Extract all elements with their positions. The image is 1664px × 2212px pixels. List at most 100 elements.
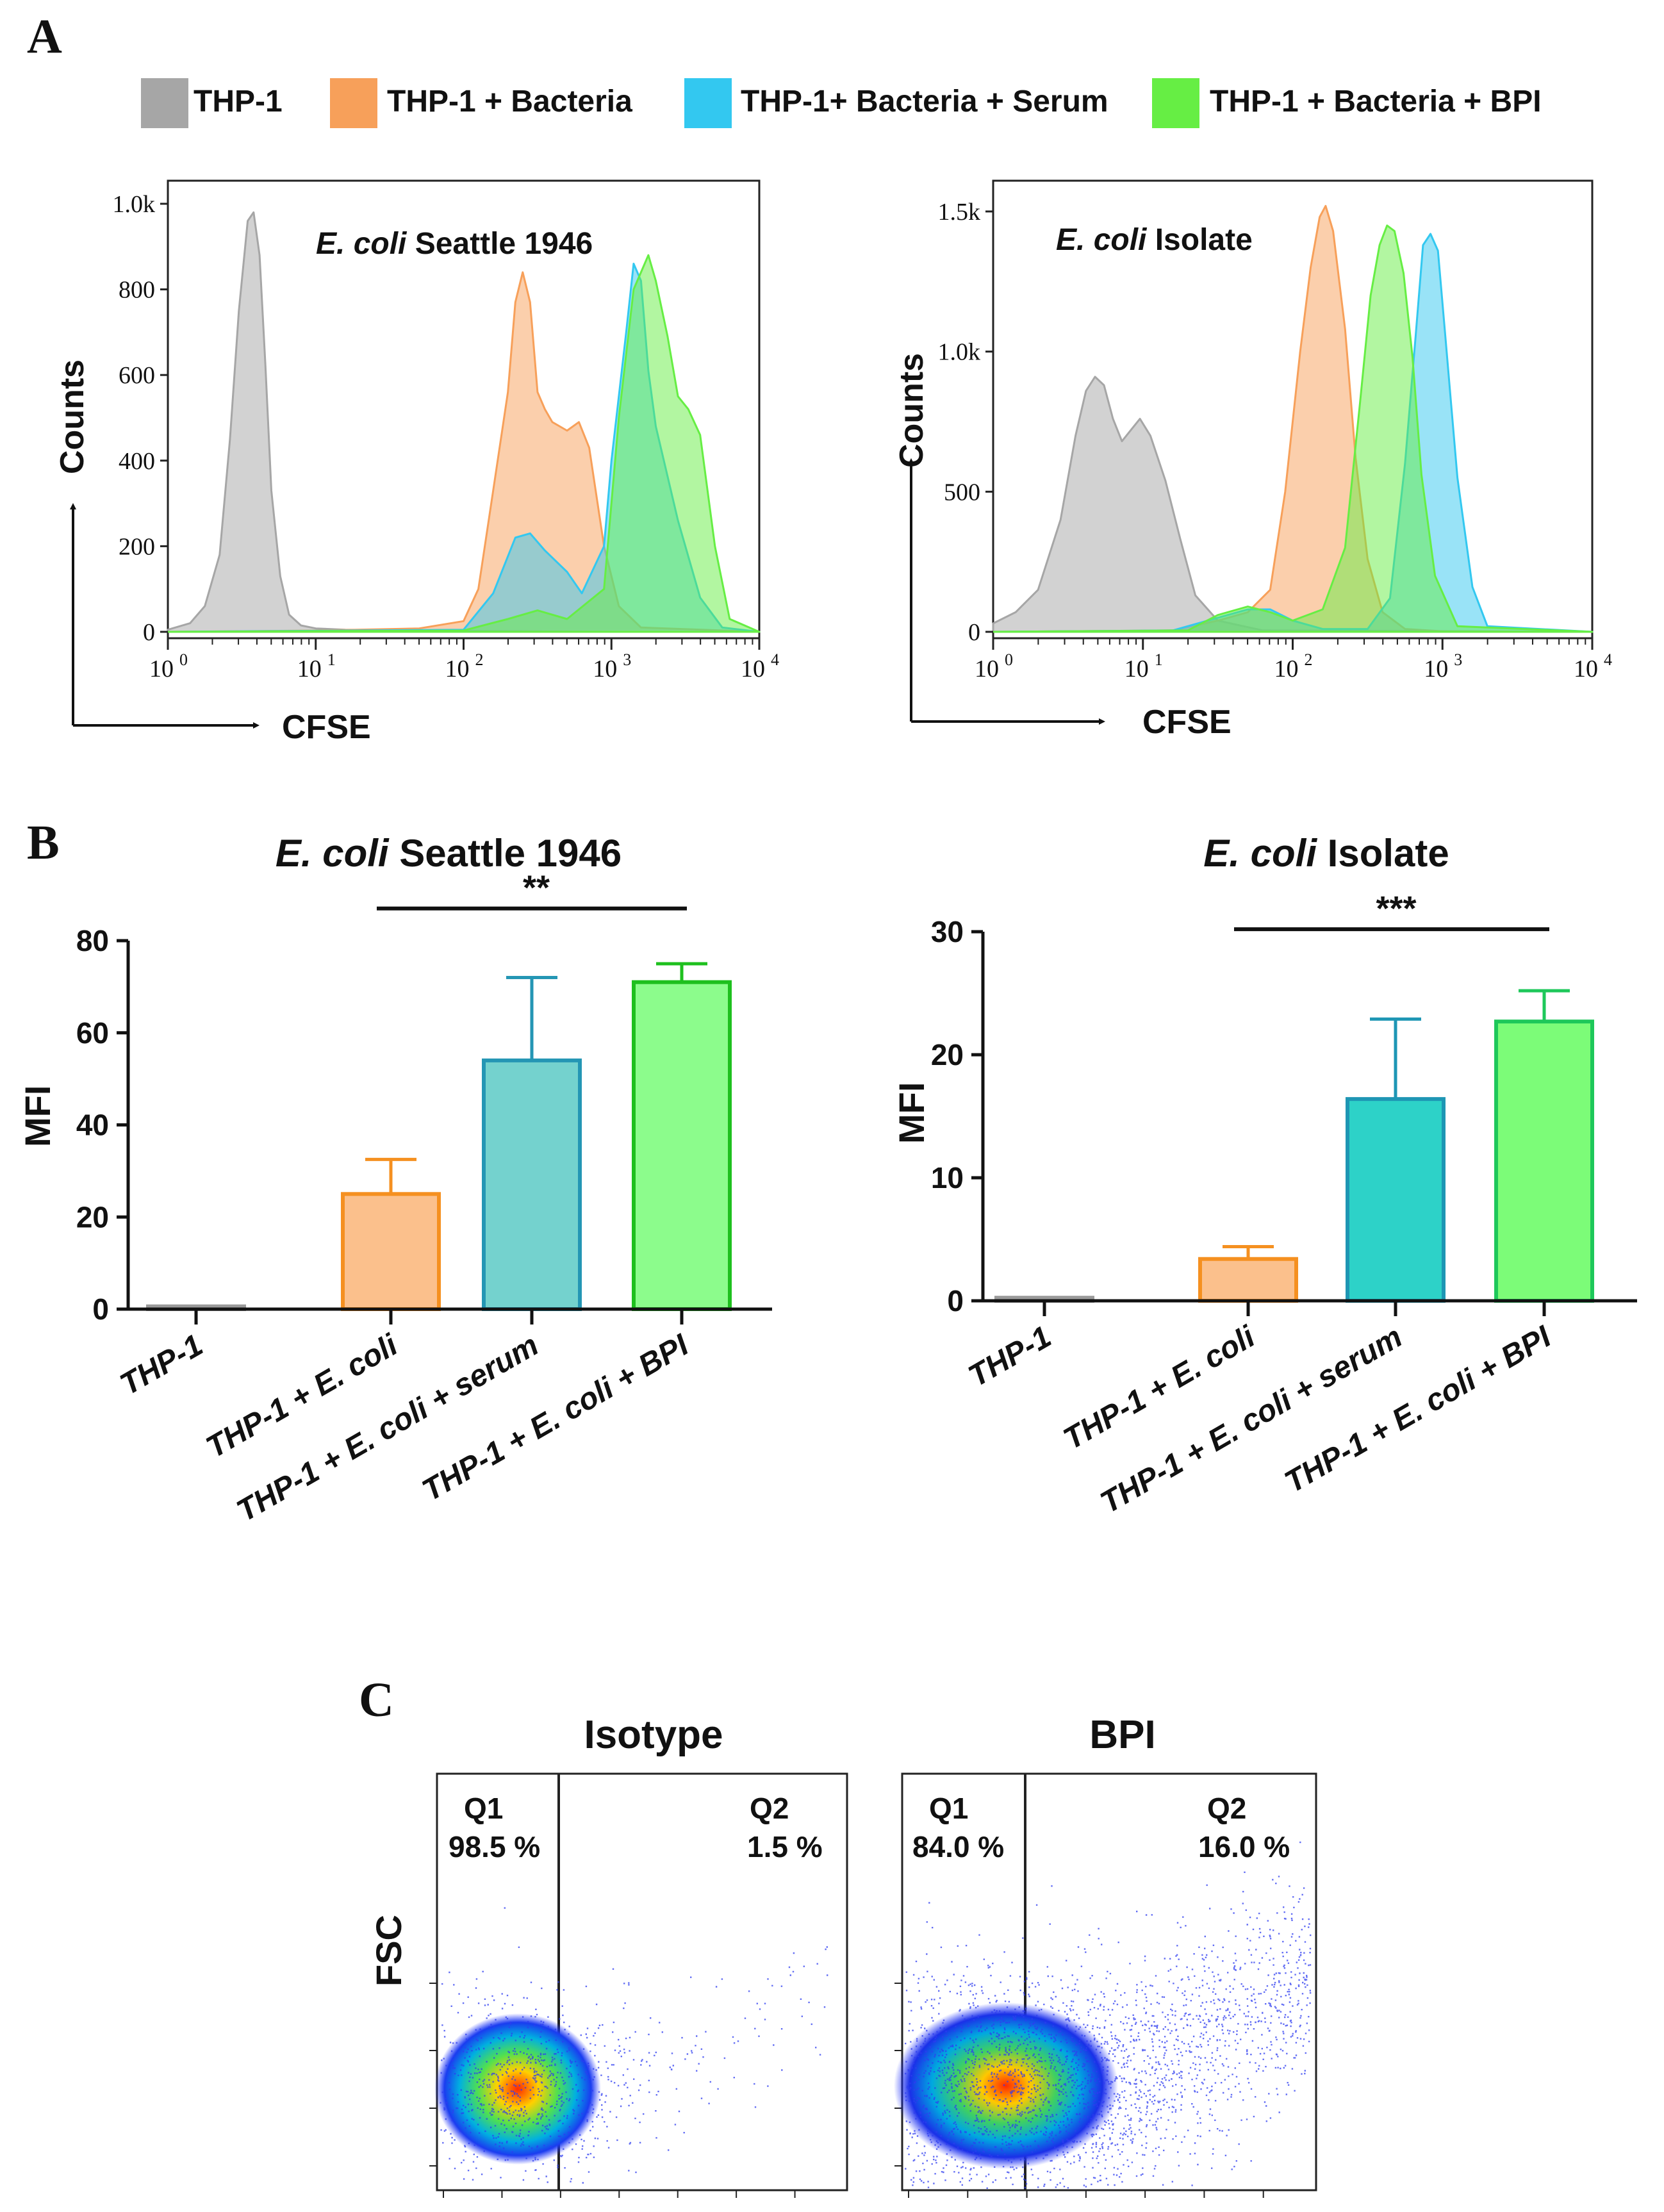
event-dots — [905, 1841, 1312, 2189]
bar-group — [994, 989, 1594, 1303]
x-tick-exponent: 2 — [475, 650, 484, 669]
x-tick-exponent: 0 — [179, 650, 188, 669]
chart-title: E. coli Isolate — [1203, 832, 1449, 875]
chart-title: E. coli Isolate — [1056, 223, 1253, 257]
legend-label-thp1: THP-1 — [194, 85, 283, 119]
legend-swatch-thp1 — [141, 78, 188, 128]
histogram-series-3 — [992, 224, 1594, 633]
bar-1 — [1198, 1257, 1298, 1303]
y-tick-label: 0 — [947, 1284, 964, 1317]
histogram-series-0 — [992, 376, 1594, 633]
x-tick-exponent: 1 — [1155, 650, 1163, 669]
significance-label: *** — [1376, 889, 1416, 928]
axis-ticks — [429, 1983, 796, 2198]
significance-bracket: *** — [1234, 889, 1549, 932]
y-tick-label: 0 — [143, 619, 155, 646]
bar-chart-seattle: E. coli Seattle 1946 MFI 0 20 40 60 80 ** TH… — [17, 832, 772, 1528]
category-label-3: THP-1 + E. coli + BPI — [416, 1328, 695, 1508]
cell-density-cluster — [434, 2013, 601, 2165]
category-label-0: THP-1 — [963, 1320, 1057, 1394]
histogram-series-group — [992, 204, 1594, 633]
cell-density-cluster — [894, 2002, 1118, 2169]
y-tick-label: 600 — [119, 362, 155, 389]
y-axis-label: MFI — [891, 1082, 932, 1144]
quadrant-q1-name: Q1 — [929, 1792, 968, 1825]
y-tick-label: 0 — [968, 619, 980, 646]
chart-title: Isotype — [584, 1713, 723, 1757]
axes: 0 20 40 60 80 — [76, 924, 772, 1326]
x-tick-exponent: 4 — [771, 650, 779, 669]
quadrant-q1-percent: 98.5 % — [449, 1830, 540, 1863]
x-tick-label: 10 — [297, 656, 322, 682]
y-axis: 0 200 400 600 800 1.0k — [113, 191, 168, 646]
y-axis: 0 500 1.0k 1.5k — [938, 199, 993, 646]
x-tick-exponent: 2 — [1305, 650, 1313, 669]
chart-title: E. coli Seattle 1946 — [316, 227, 593, 261]
dotplot-bpi: BPI Q1 84.0 % Q2 16.0 % — [894, 1713, 1317, 2198]
y-tick-label: 1.0k — [938, 339, 981, 366]
panel-label-c: C — [359, 1673, 394, 1727]
y-tick-label: 0 — [92, 1292, 109, 1326]
legend-label-bacteria: THP-1 + Bacteria — [387, 85, 632, 119]
y-tick-label: 20 — [931, 1038, 964, 1071]
quadrant-q2-name: Q2 — [1207, 1792, 1246, 1825]
legend: THP-1 THP-1 + Bacteria THP-1+ Bacteria +… — [141, 78, 1542, 128]
x-tick-exponent: 1 — [327, 650, 336, 669]
y-tick-label: 1.0k — [113, 191, 156, 218]
quadrant-q2-name: Q2 — [750, 1792, 789, 1825]
x-tick-label: 10 — [149, 656, 174, 682]
bar-3 — [632, 980, 732, 1311]
y-tick-label: 20 — [76, 1200, 109, 1234]
histogram-isolate: 0 500 1.0k 1.5k 10 0 10 1 10 2 10 3 10 4 E. coli Iso… — [893, 179, 1612, 741]
category-label-0: THP-1 — [115, 1328, 209, 1402]
scattered-events — [905, 1841, 1312, 2189]
legend-label-bpi: THP-1 + Bacteria + BPI — [1210, 85, 1542, 119]
x-axis: 10 0 10 1 10 2 10 3 10 4 — [975, 638, 1612, 682]
axes: 0 10 20 30 — [931, 915, 1637, 1317]
x-tick-label: 10 — [1124, 656, 1149, 682]
x-tick-label: 10 — [1274, 656, 1299, 682]
bar-2 — [482, 1058, 582, 1311]
x-tick-label: 10 — [593, 656, 617, 682]
x-axis: 10 0 10 1 10 2 10 3 10 4 — [149, 638, 779, 682]
x-axis-label: CFSE — [282, 709, 371, 746]
y-tick-label: 30 — [931, 915, 964, 948]
legend-swatch-bacteria — [330, 78, 377, 128]
bar-3 — [1494, 1019, 1594, 1303]
significance-label: ** — [523, 869, 550, 907]
quadrant-q1-percent: 84.0 % — [912, 1830, 1004, 1863]
x-axis-label: CFSE — [1142, 704, 1232, 741]
bar-group — [146, 962, 732, 1311]
bar-2 — [1346, 1097, 1446, 1303]
legend-swatch-bpi — [1152, 78, 1199, 128]
plot-frame — [436, 1772, 848, 2191]
x-tick-exponent: 0 — [1005, 650, 1013, 669]
y-axis-label: FSC — [368, 1915, 409, 1986]
y-tick-label: 1.5k — [938, 199, 981, 226]
y-tick-label: 800 — [119, 277, 155, 304]
y-tick-label: 10 — [931, 1161, 964, 1194]
y-axis-label: Counts — [893, 353, 930, 468]
bar-1 — [341, 1192, 441, 1311]
legend-label-serum: THP-1+ Bacteria + Serum — [741, 85, 1108, 119]
y-tick-label: 80 — [76, 924, 109, 957]
chart-title: BPI — [1089, 1713, 1155, 1757]
x-tick-exponent: 4 — [1604, 650, 1612, 669]
legend-swatch-serum — [684, 78, 732, 128]
axis-ticks — [894, 1983, 1264, 2198]
quadrant-q2-percent: 1.5 % — [747, 1830, 823, 1863]
category-label-3: THP-1 + E. coli + BPI — [1279, 1319, 1558, 1499]
y-tick-label: 200 — [119, 533, 155, 560]
significance-bracket: ** — [377, 869, 687, 911]
histogram-seattle: 0 200 400 600 800 1.0k 10 0 10 1 10 2 10 3 10 4 E. col… — [54, 179, 779, 746]
x-tick-label: 10 — [1574, 656, 1598, 682]
y-axis-label: Counts — [54, 359, 91, 474]
histogram-series-group — [167, 211, 761, 633]
x-tick-label: 10 — [975, 656, 999, 682]
y-tick-label: 400 — [119, 448, 155, 475]
y-tick-label: 60 — [76, 1016, 109, 1050]
